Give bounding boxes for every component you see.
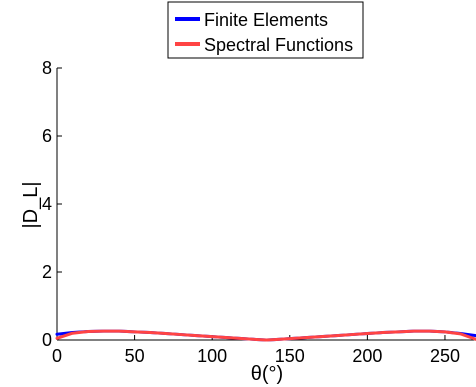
legend-box [167,1,364,59]
x-tick-label: 250 [430,346,460,366]
x-tick-label: 200 [352,346,382,366]
x-axis-label: θ(°) [251,363,283,385]
axes [56,68,476,341]
x-tick-label: 100 [197,346,227,366]
series-lines [55,329,476,342]
y-tick-label: 4 [42,194,52,214]
series-line-spectral-functions [55,329,476,342]
y-tick-label: 2 [42,262,52,282]
legend: Finite Elements Spectral Functions [167,1,364,59]
x-tick-label: 50 [125,346,145,366]
legend-label-finite-elements: Finite Elements [204,10,328,30]
ticks: 0 50 100 150 200 250 0 2 4 6 8 [42,58,460,366]
y-tick-label: 8 [42,58,52,78]
x-tick-label: 150 [275,346,305,366]
y-axis-label: |D_L| [20,181,42,228]
legend-label-spectral-functions: Spectral Functions [204,35,353,55]
y-tick-label: 0 [42,330,52,350]
x-tick-label: 0 [52,346,62,366]
y-tick-label: 6 [42,126,52,146]
